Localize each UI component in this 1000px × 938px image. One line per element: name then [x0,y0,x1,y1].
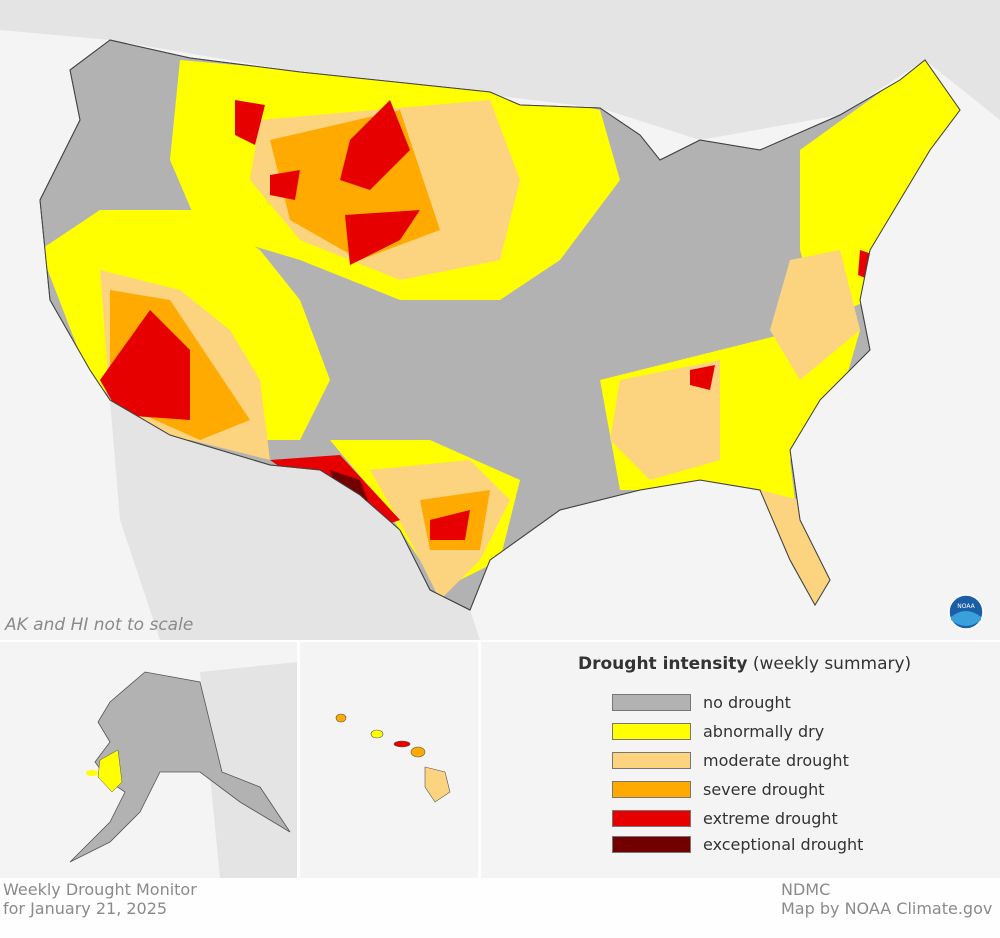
island-oahu [370,729,384,739]
noaa-logo: NOAA [948,594,984,630]
alaska-land [69,671,291,863]
alaska-map-svg [69,662,297,878]
legend-item-severe-drought: severe drought [612,779,825,799]
alaska-inset [0,642,297,878]
legend-swatch [612,722,691,740]
legend-item-moderate-drought: moderate drought [612,750,849,770]
island-molokai [393,740,411,748]
legend-swatch [612,693,691,711]
drought-area-extreme-idaho [235,100,265,145]
legend-item-abnormally-dry: abnormally dry [612,721,824,741]
footer-credit: Map by NOAA Climate.gov [781,899,993,918]
legend-swatch [612,835,691,853]
drought-area-extreme-texas-central [430,510,470,540]
legend-item-extreme-drought: extreme drought [612,808,838,828]
drought-area-extreme-wyoming [270,170,300,200]
drought-area-extreme-tennessee [690,365,715,390]
legend-label: severe drought [703,779,825,799]
svg-text:NOAA: NOAA [957,603,975,610]
us-border [39,39,961,611]
footer-source-line1: NDMC [781,880,831,899]
footer-source: NDMC Map by NOAA Climate.gov [781,880,992,918]
legend-title-bold: Drought intensity [578,654,748,674]
conus-map-svg: NOAA [0,0,1000,640]
scale-note: AK and HI not to scale [5,615,194,635]
conus-map: NOAA AK and HI not to scale [0,0,1000,640]
drought-areas [40,60,960,605]
drought-area-moderate-southeast [610,360,720,480]
legend-title: Drought intensity (weekly summary) [578,654,911,674]
legend-label: exceptional drought [703,834,864,854]
legend-label: moderate drought [703,750,849,770]
footer-date: for January 21, 2025 [3,899,168,918]
legend-swatch [612,780,691,798]
island-kauai [335,713,347,723]
canada-land [0,0,1000,140]
legend-title-rest: (weekly summary) [752,654,912,674]
footer-title: Weekly Drought Monitor for January 21, 2… [3,880,197,918]
legend-item-no-drought: no drought [612,692,791,712]
drought-area-extreme-southwest [100,310,190,420]
legend-swatch [612,751,691,769]
legend-label: no drought [703,692,791,712]
footer-title-line1: Weekly Drought Monitor [3,880,197,899]
legend-swatch [612,809,691,827]
drought-area-moderate-east [770,250,860,380]
legend-item-exceptional-drought: exceptional drought [612,834,863,854]
legend-label: extreme drought [703,808,838,828]
mexico-land [110,400,480,640]
drought-area-moderate-florida [760,490,830,605]
drought-area-dry-alaska [97,749,123,793]
drought-area-extreme-nebraska [345,210,420,265]
island-maui [410,746,426,758]
legend: Drought intensity (weekly summary) no dr… [481,642,1000,878]
canada-land [200,662,297,878]
hawaii-inset [300,642,478,878]
island-hawaii [424,766,451,803]
drought-area-extreme-montana [340,100,410,190]
legend-label: abnormally dry [703,721,825,741]
hawaii-map-svg [335,713,451,803]
drought-area-dry-alaska-island [86,770,98,776]
